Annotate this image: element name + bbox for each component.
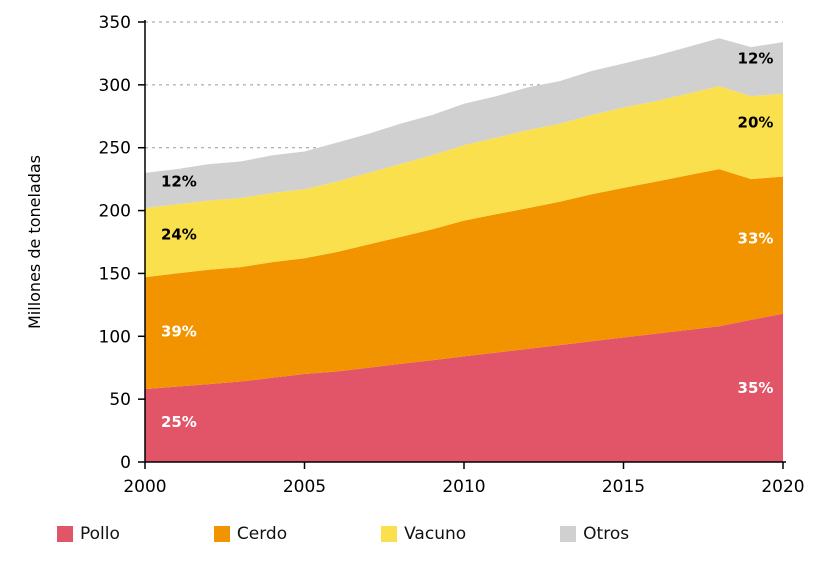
- y-tick-label-200: 200: [99, 202, 131, 222]
- area-cerdo: [145, 169, 783, 390]
- x-tick-label-2005: 2005: [283, 477, 326, 497]
- legend: Pollo Cerdo Vacuno Otros: [0, 524, 820, 544]
- area-pollo: [145, 313, 783, 462]
- y-tick-label-300: 300: [99, 76, 131, 96]
- y-tick-label-350: 350: [99, 13, 131, 33]
- pct-label-6-20%: 20%: [738, 114, 774, 132]
- legend-swatch-otros-icon: [560, 526, 577, 542]
- legend-swatch-cerdo-icon: [213, 526, 230, 542]
- legend-item-vacuno: Vacuno: [381, 524, 466, 544]
- stacked-area-chart: Millones de toneladas 0 50 100 150 200 250 300…: [25, 13, 805, 497]
- area-otros: [145, 38, 783, 209]
- pct-label-4-35%: 35%: [738, 379, 774, 397]
- x-tick-label-2015: 2015: [602, 477, 645, 497]
- legend-label-cerdo: Cerdo: [236, 524, 288, 544]
- legend-label-otros: Otros: [583, 524, 630, 544]
- pct-label-0-25%: 25%: [161, 413, 197, 431]
- x-tick-label-2010: 2010: [442, 477, 485, 497]
- legend-swatch-vacuno-icon: [381, 526, 398, 542]
- legend-swatch-pollo-icon: [57, 526, 73, 542]
- legend-label-pollo: Pollo: [80, 524, 120, 544]
- x-tick-label-2020: 2020: [761, 477, 804, 497]
- pct-label-3-12%: 12%: [161, 173, 197, 191]
- pct-label-7-12%: 12%: [738, 49, 774, 67]
- pct-label-5-33%: 33%: [738, 229, 774, 247]
- y-tick-label-250: 250: [99, 139, 131, 159]
- x-tick-label-2000: 2000: [123, 477, 166, 497]
- area-vacuno: [145, 86, 783, 278]
- y-tick-label-100: 100: [99, 327, 131, 347]
- y-axis-title: Millones de toneladas: [25, 155, 44, 329]
- legend-item-pollo: Pollo: [57, 524, 120, 544]
- pct-label-2-24%: 24%: [161, 225, 197, 243]
- legend-item-otros: Otros: [560, 524, 629, 544]
- legend-item-cerdo: Cerdo: [213, 524, 288, 544]
- y-tick-label-50: 50: [109, 390, 131, 410]
- y-tick-label-150: 150: [99, 264, 131, 284]
- y-tick-label-0: 0: [120, 453, 131, 473]
- legend-label-vacuno: Vacuno: [404, 524, 467, 544]
- pct-label-1-39%: 39%: [161, 322, 197, 340]
